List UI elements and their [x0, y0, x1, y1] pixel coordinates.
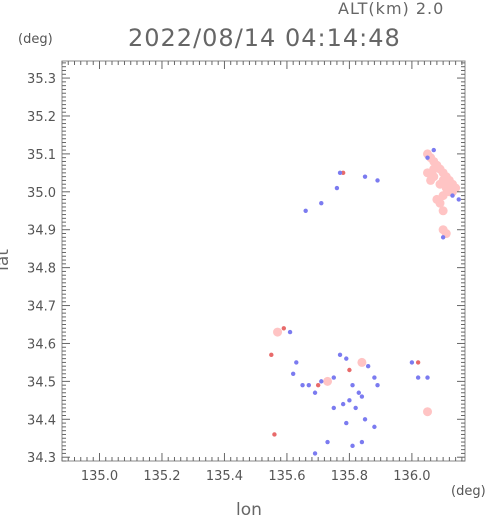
negative-point [372, 424, 377, 430]
positive-point [438, 206, 448, 216]
negative-point [350, 443, 355, 449]
negative-point [431, 147, 436, 153]
negative-point [425, 155, 430, 160]
positive-point [357, 357, 367, 367]
negative-point [344, 420, 349, 426]
negative-point [347, 398, 352, 403]
negative-point [356, 390, 361, 395]
y-tick-label: 34.4 [27, 413, 56, 428]
positive-point [423, 407, 433, 417]
strong_positive-point [415, 360, 421, 365]
negative-point [337, 170, 343, 176]
negative-point [456, 197, 461, 202]
y-tick-label: 35.1 [27, 148, 56, 163]
negative-point [319, 200, 324, 206]
x-tick-label: 136.0 [393, 469, 430, 484]
negative-point [375, 178, 380, 183]
x-tick-label: 135.2 [143, 469, 180, 484]
negative-point [425, 375, 430, 380]
negative-point [375, 382, 380, 388]
positive-point [448, 187, 458, 197]
data-marks [269, 147, 461, 456]
x-tick-label: 135.8 [331, 469, 368, 484]
x-unit-label: (deg) [451, 484, 486, 499]
negative-point [290, 371, 296, 376]
x-tick-label: 135.0 [81, 469, 118, 484]
negative-point [372, 375, 377, 380]
y-tick-label: 34.5 [27, 375, 56, 390]
y-tick-label: 34.7 [27, 300, 56, 315]
strong_positive-point [347, 367, 352, 373]
negative-point [350, 382, 355, 388]
negative-point [362, 417, 368, 422]
plot-frame [61, 60, 466, 462]
x-tick-label: 135.4 [206, 469, 243, 484]
negative-point [450, 193, 455, 198]
y-tick-label: 34.3 [27, 451, 56, 466]
negative-point [300, 382, 305, 388]
strong_positive-point [269, 352, 274, 358]
negative-point [362, 174, 368, 179]
negative-point [319, 379, 324, 384]
y-tick-label: 34.8 [27, 262, 56, 277]
negative-point [409, 360, 415, 365]
x-axis-label: lon [236, 500, 262, 520]
negative-point [306, 382, 311, 388]
strong_positive-point [281, 326, 287, 331]
negative-point [353, 405, 358, 411]
negative-point [325, 439, 330, 445]
positive-point [438, 175, 448, 185]
negative-point [334, 185, 340, 191]
x-tick-label: 135.6 [268, 469, 305, 484]
negative-point [287, 329, 293, 335]
y-unit-label: (deg) [18, 32, 53, 47]
negative-point [365, 364, 371, 369]
y-tick-label: 35.0 [27, 186, 56, 201]
strong_positive-point [340, 170, 346, 176]
negative-point [359, 394, 365, 399]
positive-point [429, 164, 439, 174]
positive-point [429, 172, 439, 182]
negative-point [337, 352, 343, 358]
y-tick-label: 34.6 [27, 337, 56, 352]
y-tick-label: 35.2 [27, 110, 56, 125]
positive-point [323, 376, 333, 386]
negative-point [294, 360, 299, 365]
strong_positive-point [315, 382, 321, 388]
negative-point [312, 390, 318, 395]
positive-point [273, 327, 283, 337]
axes: 135.0 135.2 135.4 135.6 135.8 136.0 34.3 34.4 34… [27, 61, 465, 484]
negative-point [312, 451, 318, 456]
negative-point [359, 439, 365, 445]
y-tick-label: 34.9 [27, 224, 56, 239]
altitude-label: ALT(km) 2.0 [338, 0, 445, 18]
negative-point [331, 375, 336, 380]
negative-point [415, 375, 421, 380]
negative-point [331, 405, 336, 411]
y-tick-label: 35.3 [27, 72, 56, 87]
chart-title: 2022/08/14 04:14:48 [128, 24, 401, 52]
negative-point [340, 401, 346, 407]
strong_positive-point [272, 432, 277, 437]
negative-point [303, 208, 308, 213]
positive-point [435, 198, 445, 208]
negative-point [344, 356, 349, 361]
negative-point [440, 235, 446, 240]
